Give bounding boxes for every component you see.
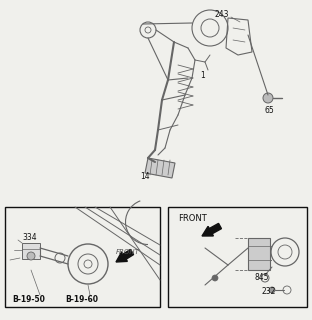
Circle shape [27, 252, 35, 260]
Circle shape [212, 275, 218, 281]
Bar [248, 238, 270, 270]
Bar [168, 207, 307, 307]
Text: 232: 232 [262, 287, 276, 297]
Text: 243: 243 [215, 10, 230, 19]
Text: 65: 65 [265, 106, 275, 115]
Bar [5, 207, 160, 307]
Text: B-19-50: B-19-50 [12, 295, 45, 305]
FancyArrow shape [116, 250, 134, 262]
Text: 1: 1 [200, 70, 205, 79]
FancyArrow shape [202, 223, 222, 236]
Text: B-19-60: B-19-60 [65, 295, 98, 305]
Text: 14: 14 [140, 172, 150, 180]
Circle shape [269, 287, 275, 293]
Text: 334: 334 [22, 233, 37, 242]
Polygon shape [145, 158, 175, 178]
Text: FRONT: FRONT [116, 249, 140, 255]
Bar [22, 243, 40, 259]
Text: 845: 845 [255, 274, 270, 283]
Text: FRONT: FRONT [178, 213, 207, 222]
Circle shape [263, 93, 273, 103]
